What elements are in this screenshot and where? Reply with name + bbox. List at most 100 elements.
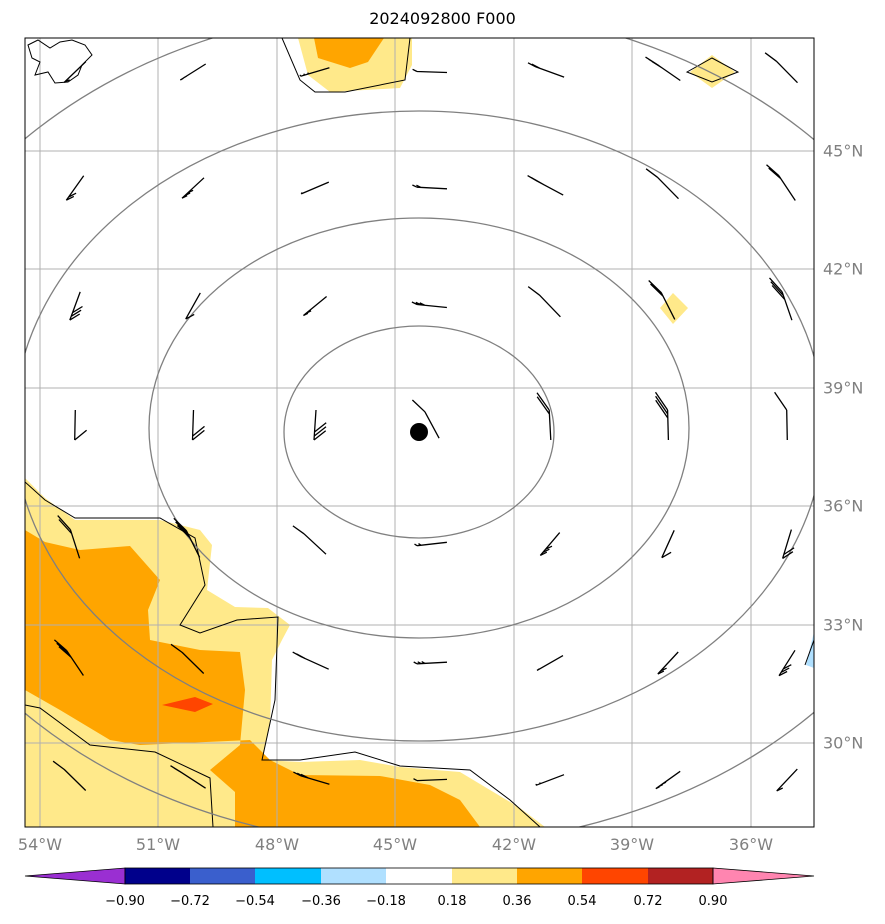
- wind-barb: [645, 56, 681, 82]
- colorbar-tick-label: −0.72: [170, 894, 210, 909]
- shade-light-east-spot: [660, 293, 688, 324]
- colorbar-segment: [255, 868, 321, 884]
- colorbar-segment: [24, 867, 126, 885]
- isobar-ring-2: [148, 217, 690, 639]
- colorbar-tick-label: 0.54: [567, 894, 597, 909]
- wind-barb: [179, 63, 207, 81]
- wind-barb: [778, 649, 796, 677]
- lat-label: 36°N: [823, 496, 864, 516]
- colorbar-tick-label: 0.90: [698, 894, 728, 909]
- wind-barb: [170, 643, 205, 674]
- colorbar-segment: [517, 868, 582, 884]
- colorbar-segment: [190, 868, 255, 884]
- wind-barb: [536, 392, 552, 441]
- lat-label: 45°N: [823, 141, 864, 161]
- wind-barb: [74, 409, 88, 441]
- wind-barb: [655, 770, 681, 790]
- wind-barb: [181, 177, 205, 199]
- lon-label: 45°W: [372, 835, 418, 854]
- wind-barb: [766, 164, 796, 201]
- colorbar-segment: [648, 868, 713, 884]
- wind-barb: [411, 399, 440, 439]
- wind-barb: [539, 532, 561, 556]
- colorbar-segment: [582, 868, 648, 884]
- wind-barb: [776, 768, 798, 792]
- wind-barb: [69, 291, 83, 321]
- wind-barb: [769, 277, 793, 321]
- colorbar-tick-label: 0.72: [633, 894, 663, 909]
- wind-barbs: [52, 52, 798, 792]
- wind-barb: [527, 175, 564, 196]
- colorbar-tick-label: 0.18: [437, 894, 467, 909]
- wind-barb: [527, 286, 561, 318]
- shaded-field: [25, 38, 814, 827]
- lat-label: 33°N: [823, 615, 864, 635]
- wind-barb: [657, 651, 679, 675]
- wind-barb: [654, 391, 670, 441]
- coastlines: [25, 38, 814, 827]
- wind-barb: [536, 655, 564, 671]
- colorbar-segment: [386, 868, 452, 884]
- lon-label: 42°W: [491, 835, 537, 854]
- lon-label: 51°W: [135, 835, 181, 854]
- colorbar-segment: [125, 868, 190, 884]
- wind-barb: [781, 529, 795, 559]
- lon-label: 36°W: [728, 835, 774, 854]
- colorbar-tick-label: −0.54: [235, 894, 275, 909]
- wind-barb: [173, 517, 201, 558]
- wind-barb: [292, 525, 327, 555]
- wind-barb: [774, 391, 788, 441]
- isobar-ring-1: [283, 325, 555, 539]
- lat-label: 42°N: [823, 259, 864, 279]
- lat-label: 39°N: [823, 378, 864, 398]
- wind-barb: [535, 774, 565, 786]
- wind-barb: [527, 62, 565, 78]
- wind-barb: [57, 515, 81, 559]
- wind-barb: [293, 771, 330, 785]
- wind-barb: [313, 409, 327, 441]
- wind-barb: [52, 760, 87, 791]
- colorbar-segment: [452, 868, 517, 884]
- colorbar-segment: [712, 867, 815, 885]
- colorbar-tick-label: −0.18: [366, 894, 406, 909]
- wind-barb: [65, 175, 85, 201]
- wind-barb: [302, 295, 328, 317]
- map-title: 2024092800 F000: [369, 9, 516, 28]
- wind-barb: [170, 765, 206, 789]
- wind-barb: [648, 280, 676, 320]
- lon-label: 39°W: [609, 835, 655, 854]
- colorbar-tick-label: −0.36: [301, 894, 341, 909]
- wind-barb: [299, 67, 330, 77]
- wind-barb: [412, 184, 448, 190]
- lon-label: 48°W: [254, 835, 300, 854]
- shade-mid-southwest: [25, 530, 480, 827]
- low-center-marker: [410, 423, 428, 441]
- wind-barb: [300, 181, 330, 195]
- lon-label: 54°W: [17, 835, 63, 854]
- wind-barb: [63, 61, 87, 83]
- lat-label: 30°N: [823, 733, 864, 753]
- shade-light-ne-diamond: [690, 55, 735, 88]
- wind-barb: [645, 168, 679, 200]
- wind-barb: [764, 52, 798, 84]
- colorbar-segment: [321, 868, 386, 884]
- wind-barb: [412, 68, 448, 74]
- wind-barb: [411, 301, 447, 309]
- isobars: [25, 38, 814, 827]
- wind-barb: [413, 778, 448, 782]
- wind-barb: [191, 409, 205, 441]
- wind-barb: [414, 541, 447, 547]
- gridlines: [25, 38, 814, 827]
- wind-barb: [661, 530, 675, 559]
- colorbar-tick-label: 0.36: [502, 894, 532, 909]
- wind-barb: [53, 639, 84, 676]
- colorbar-tick-label: −0.90: [105, 894, 145, 909]
- isobar-ring-3: [25, 110, 814, 742]
- wind-barb: [292, 651, 329, 670]
- wind-barb: [413, 661, 448, 665]
- colorbar: [24, 867, 815, 885]
- colorbar-frame: [124, 867, 714, 885]
- weather-map: [24, 37, 815, 828]
- wind-barb: [185, 292, 201, 320]
- shade-mid-north: [314, 38, 384, 68]
